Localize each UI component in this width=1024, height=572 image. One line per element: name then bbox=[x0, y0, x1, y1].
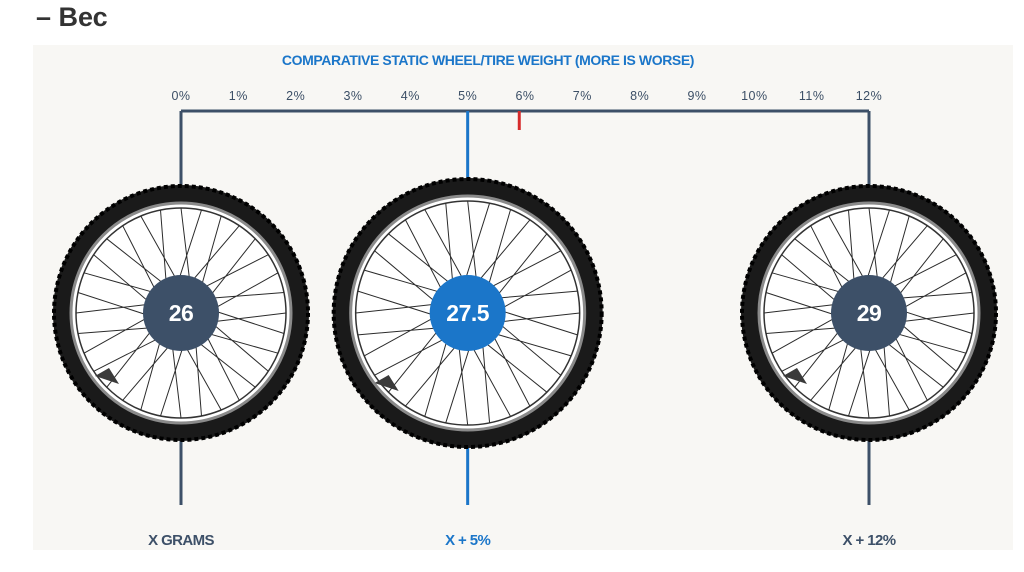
tick-label: 12% bbox=[856, 89, 883, 103]
wheel-27-5: 27.5 bbox=[331, 177, 604, 449]
tire-tread bbox=[331, 177, 604, 449]
valve-mark bbox=[374, 375, 399, 391]
tick-label: 10% bbox=[741, 89, 768, 103]
tick-label: 1% bbox=[229, 89, 248, 103]
wheel-caption: X + 12% bbox=[843, 532, 896, 549]
tire-tread bbox=[740, 184, 998, 442]
tick-label: 5% bbox=[458, 89, 477, 103]
wheel-caption: X GRAMS bbox=[148, 532, 214, 549]
wheel-caption: X + 5% bbox=[445, 532, 490, 549]
chart-panel: COMPARATIVE STATIC WHEEL/TIRE WEIGHT (MO… bbox=[33, 45, 1013, 550]
tire-tread bbox=[52, 184, 310, 442]
wheels-layer: 26 27.5 29 bbox=[52, 111, 998, 505]
tick-label: 8% bbox=[630, 89, 649, 103]
tick-label: 4% bbox=[401, 89, 420, 103]
hub-label: 29 bbox=[857, 300, 882, 326]
wheel-weight-chart: COMPARATIVE STATIC WHEEL/TIRE WEIGHT (MO… bbox=[52, 52, 998, 549]
hub bbox=[831, 275, 907, 351]
hub-label: 26 bbox=[169, 300, 194, 326]
hub bbox=[429, 275, 506, 351]
spokes bbox=[763, 207, 975, 419]
tick-label: 3% bbox=[343, 89, 362, 103]
tick-label: 2% bbox=[286, 89, 305, 103]
tick-label: 11% bbox=[799, 89, 825, 103]
wheel-29: 29 bbox=[740, 184, 998, 442]
chart-title: COMPARATIVE STATIC WHEEL/TIRE WEIGHT (MO… bbox=[282, 52, 694, 68]
axis-layer: 0% 1% 2% 3% 4% 5% 6% 7% 8% 9% 10% 11% 12% bbox=[171, 89, 882, 130]
hub-label: 27.5 bbox=[446, 300, 489, 326]
captions-layer: X GRAMS X + 5% X + 12% bbox=[148, 532, 896, 549]
tick-label: 7% bbox=[573, 89, 592, 103]
tick-label: 6% bbox=[515, 89, 534, 103]
valve-mark bbox=[95, 368, 119, 384]
tick-label: 9% bbox=[687, 89, 706, 103]
tick-label: 0% bbox=[171, 89, 190, 103]
spokes bbox=[75, 207, 287, 419]
hub bbox=[143, 275, 219, 351]
page-heading: – Вес bbox=[36, 2, 108, 32]
wheel-26: 26 bbox=[52, 184, 310, 442]
spokes bbox=[355, 200, 580, 426]
valve-mark bbox=[783, 368, 807, 384]
